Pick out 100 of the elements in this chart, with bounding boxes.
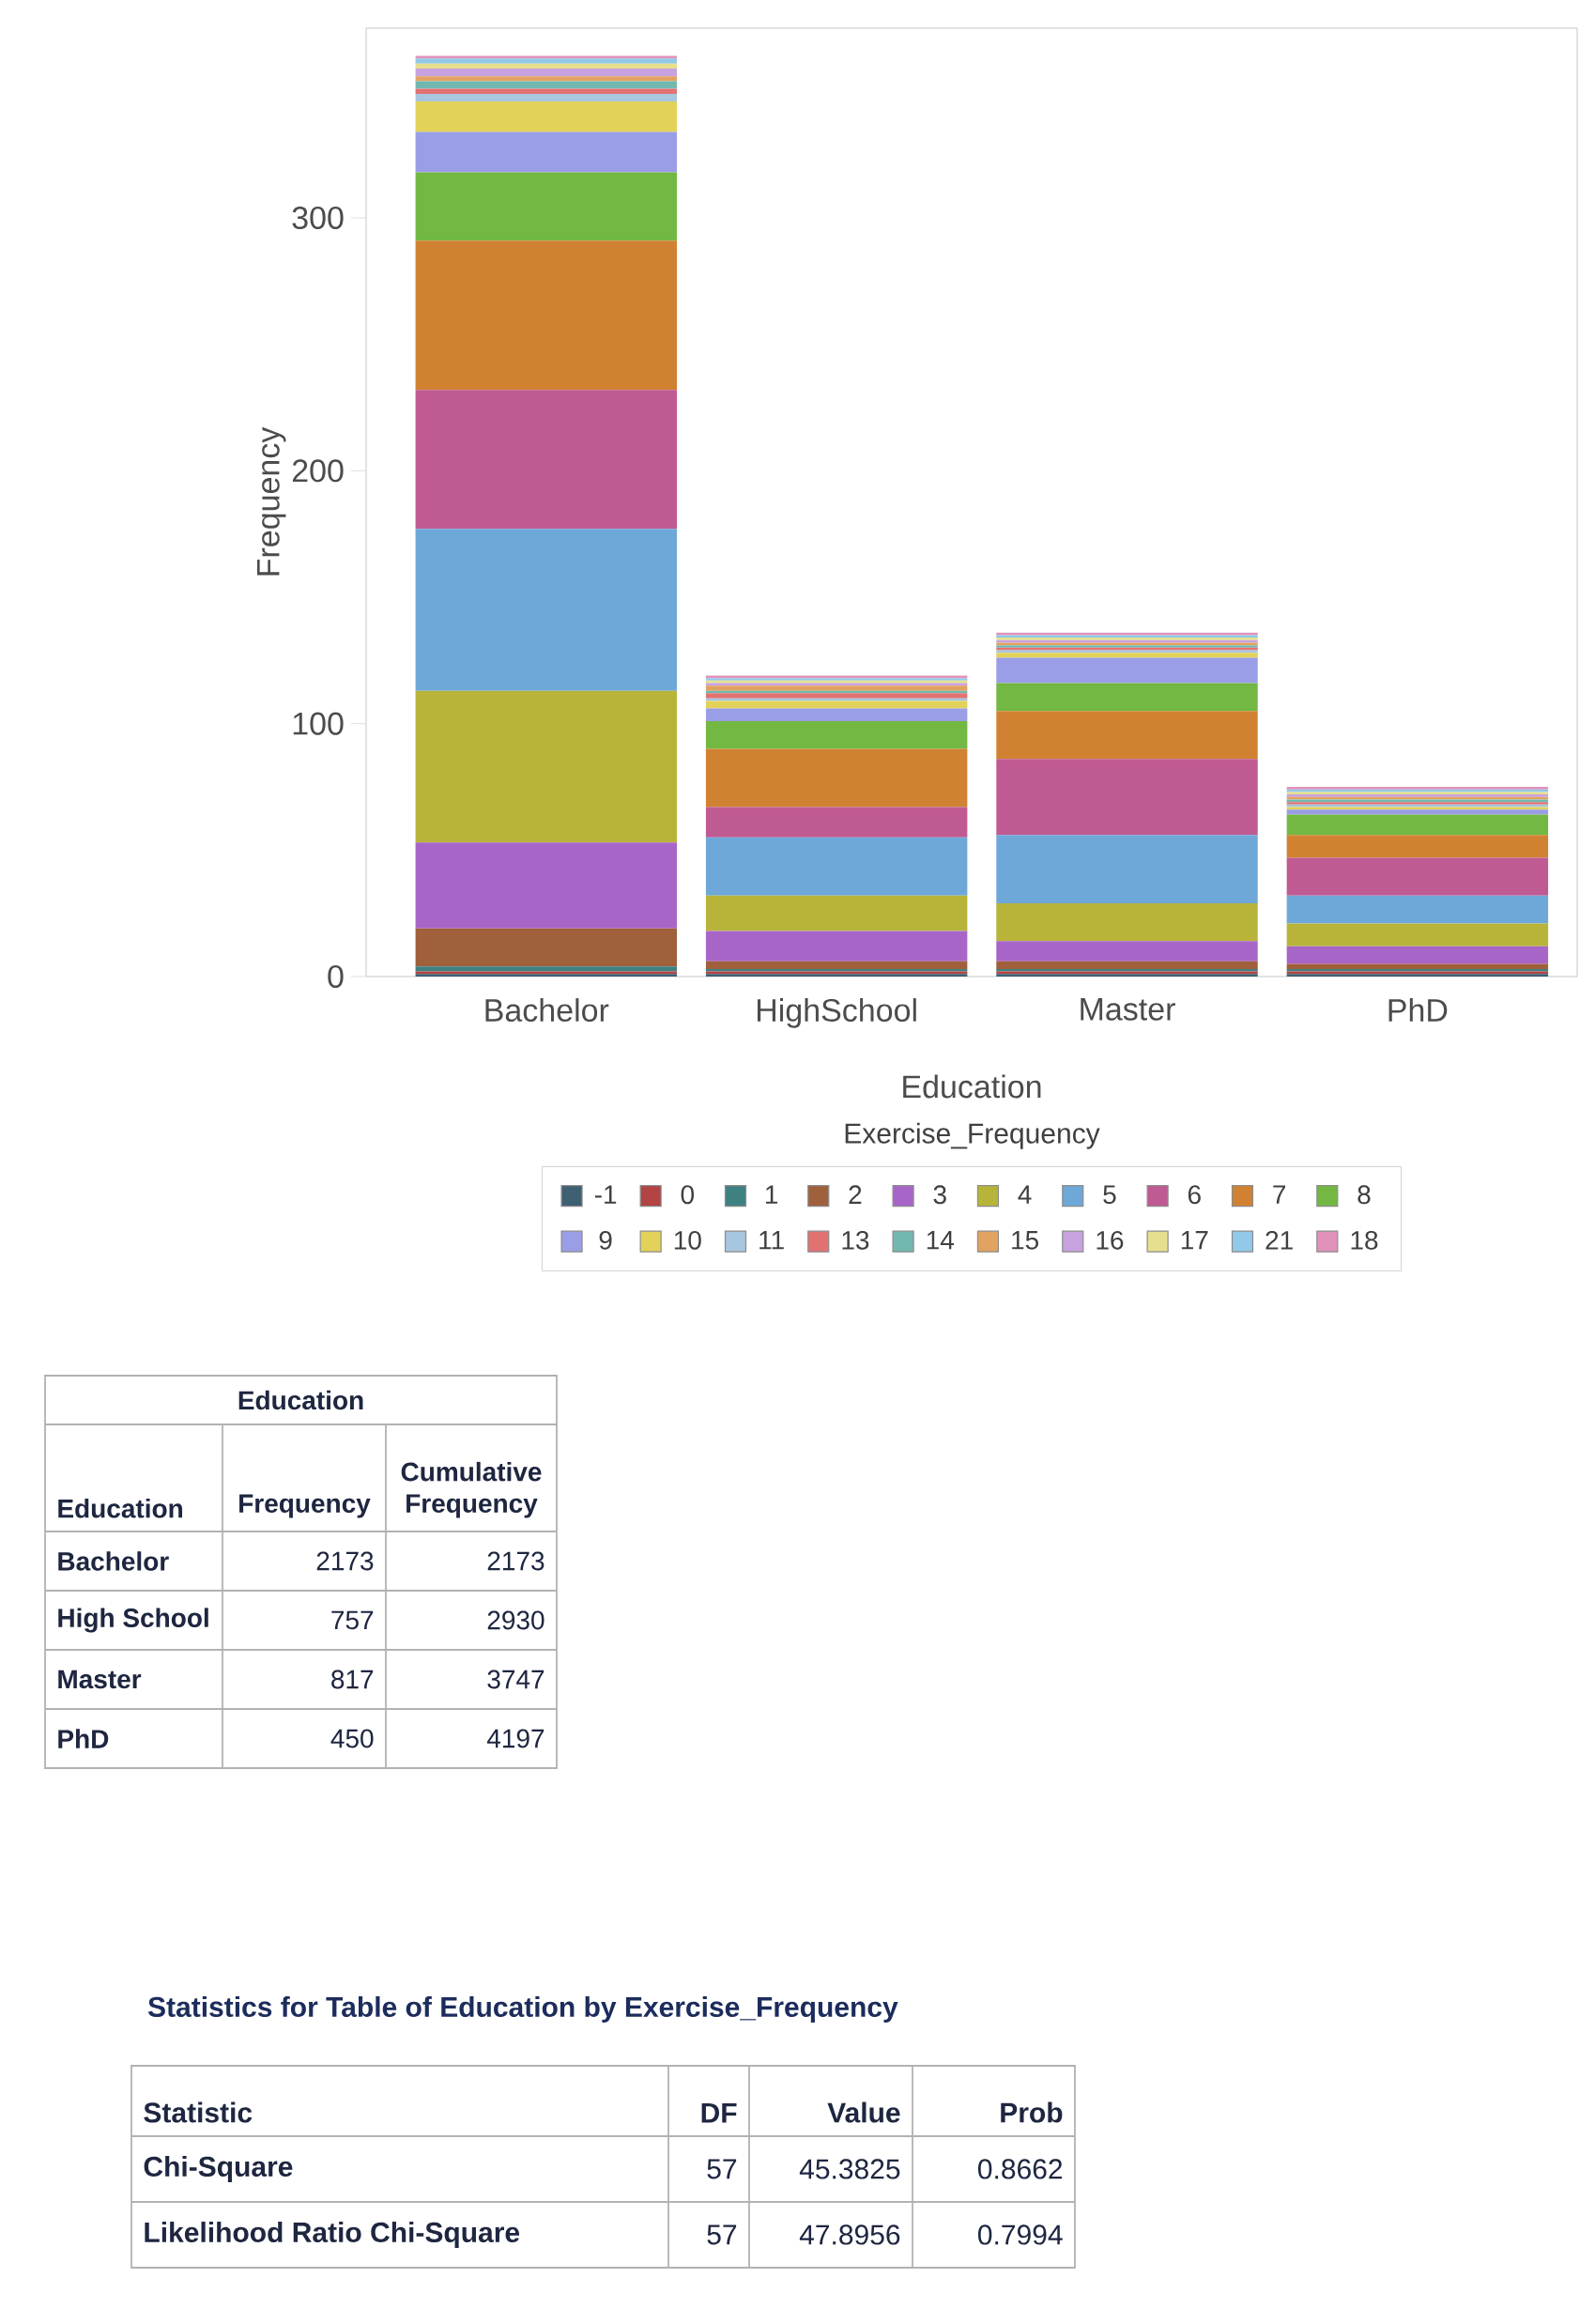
bar [415,58,678,64]
text: Statistic [144,2101,253,2123]
bar [415,172,678,241]
bar [1286,895,1549,924]
bar [996,902,1258,942]
bar [415,529,678,691]
bar [705,895,968,931]
bar [415,101,678,132]
category-label: Master [58,1670,142,1689]
bar [1286,857,1549,896]
data-label: 45.3825 [799,2159,900,2179]
legend-label: 16 [1097,1230,1124,1250]
data-label: 57 [707,2224,737,2245]
bar [1286,835,1549,858]
data-label: 2173 [316,1551,374,1571]
bar [996,653,1258,658]
bar [1286,946,1549,964]
bar [705,931,968,962]
legend-label: 11 [759,1231,784,1250]
bar [415,240,678,391]
x-axis-title: Education [903,1074,1041,1099]
bar [996,657,1258,684]
legend-title: Exercise_Frequency [845,1122,1100,1149]
bar [1286,963,1549,969]
bar [705,720,968,749]
bar [415,842,678,929]
category-label: Chi-Square [144,2156,293,2182]
bar [996,683,1258,712]
y-tick-label: 200 [292,459,344,483]
data-label: 0.7994 [978,2224,1063,2245]
bar [415,69,678,77]
data-label: 757 [331,1610,374,1630]
category-label: Bachelor [58,1551,169,1571]
bar [1286,814,1549,836]
x-tick-label: Bachelor [485,998,609,1023]
legend-label: 10 [674,1230,701,1250]
legend-label: 3 [933,1185,946,1205]
data-label: 450 [330,1729,374,1748]
data-label: 2173 [487,1551,544,1571]
legend-label: 17 [1181,1231,1208,1250]
bar [415,690,678,843]
text: Frequency [239,1494,371,1518]
legend-label: 5 [1103,1185,1116,1205]
legend-label: -1 [594,1185,617,1204]
category-label: PhD [58,1729,109,1748]
legend-label: 13 [842,1230,869,1250]
y-tick-label: 100 [293,712,344,735]
y-axis-title: Frequency [257,426,286,576]
legend-label: 18 [1351,1230,1378,1250]
data-label: 0.8662 [978,2159,1063,2179]
data-label: 4197 [486,1729,544,1748]
x-tick-label: PhD [1388,998,1448,1022]
bar [1286,809,1549,815]
text: Cumulative Frequency [401,1461,542,1518]
bar [705,961,968,969]
bar [705,700,968,709]
text: Education [58,1499,183,1518]
legend-label: 4 [1018,1185,1032,1204]
legend-label: 0 [681,1185,695,1205]
legend-label: 14 [927,1231,955,1250]
y-tick-label: 0 [328,964,344,989]
bar [996,961,1258,969]
x-tick-label: HighSchool [758,998,916,1028]
bar [705,693,968,699]
legend-label: 1 [765,1185,778,1204]
legend-label: 15 [1012,1231,1038,1250]
legend-label: 7 [1273,1185,1286,1204]
bar [415,81,678,89]
bar [996,835,1258,903]
category-label: Likelihood Ratio Chi-Square [145,2222,520,2248]
legend-label: 21 [1265,1230,1293,1250]
text: Statistics for Table of Education by Exercise_Frequency [147,1996,898,2023]
bar [415,88,678,95]
bar [705,685,968,691]
bar [415,928,678,967]
text: DF [701,2102,737,2123]
bar [996,759,1258,836]
bar [1286,923,1549,947]
category-label: High School [58,1608,208,1633]
bar [415,131,678,173]
data-label: 3747 [487,1670,544,1689]
bar [415,390,678,530]
x-tick-label: Master [1081,998,1175,1021]
bar [705,807,968,838]
bar [415,966,678,972]
data-label: 47.8956 [799,2224,900,2245]
legend-label: 8 [1357,1185,1371,1205]
legend-label: 9 [599,1230,612,1250]
bar [705,837,968,896]
legend-label: 2 [849,1185,862,1204]
legend-label: 6 [1188,1185,1201,1205]
text: Education [238,1390,363,1410]
bar [705,748,968,808]
bar [415,63,678,69]
data-label: 817 [331,1670,374,1689]
text: Value [827,2101,900,2123]
data-label: 57 [707,2159,737,2179]
bar [415,76,678,82]
bar [705,708,968,721]
y-tick-label: 300 [292,206,344,230]
